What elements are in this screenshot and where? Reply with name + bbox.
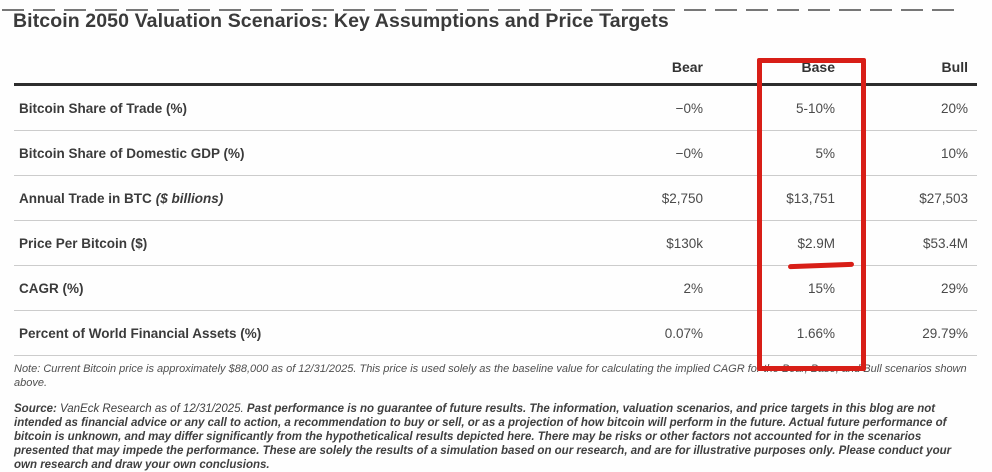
base-value: $2.9M — [797, 235, 835, 251]
table-header-row: Bear Base Bull — [14, 42, 977, 86]
bull-value: 29.79% — [922, 325, 968, 341]
source-disclaimer: Source: VanEck Research as of 12/31/2025… — [14, 402, 977, 472]
base-value: 15% — [807, 280, 835, 296]
table-row: Percent of World Financial Assets (%) 0.… — [14, 311, 977, 356]
base-value: 1.66% — [796, 325, 835, 341]
table-row: Price Per Bitcoin ($) $130k $2.9M $53.4M — [14, 221, 977, 266]
bear-value: 0.07% — [664, 325, 703, 341]
footnote: Note: Current Bitcoin price is approxima… — [14, 363, 967, 389]
row-label: Bitcoin Share of Trade (%) — [19, 100, 188, 116]
base-value: $13,751 — [786, 190, 835, 206]
bull-value: $53.4M — [922, 235, 968, 251]
base-value: 5-10% — [795, 100, 835, 116]
column-header-base: Base — [801, 59, 835, 75]
cropped-content-artifact — [2, 9, 962, 11]
valuation-table: Bear Base Bull Bitcoin Share of Trade (%… — [14, 42, 977, 356]
source-citation: VanEck Research as of 12/31/2025. — [60, 403, 247, 415]
row-label: CAGR (%) — [19, 280, 84, 296]
bull-value: 29% — [940, 280, 968, 296]
bear-value: $2,750 — [661, 190, 703, 206]
row-label: Percent of World Financial Assets (%) — [19, 325, 262, 341]
bear-value: −0% — [675, 145, 703, 161]
row-label-unit: ($ billions) — [155, 190, 224, 206]
page-title: Bitcoin 2050 Valuation Scenarios: Key As… — [13, 10, 669, 32]
table-row: Bitcoin Share of Trade (%) −0% 5-10% 20% — [14, 86, 977, 131]
row-label: Bitcoin Share of Domestic GDP (%) — [19, 145, 245, 161]
bear-value: −0% — [675, 100, 703, 116]
column-header-bull: Bull — [941, 59, 968, 75]
bull-value: 10% — [940, 145, 968, 161]
row-label: Price Per Bitcoin ($) — [19, 235, 148, 251]
table-row: Annual Trade in BTC ($ billions) $2,750 $… — [14, 176, 977, 221]
row-label: Annual Trade in BTC ($ billions) — [14, 191, 571, 206]
source-body: Past performance is no guarantee of futu… — [14, 403, 952, 471]
table-row: Bitcoin Share of Domestic GDP (%) −0% 5%… — [14, 131, 977, 176]
bull-value: $27,503 — [919, 190, 968, 206]
column-header-bear: Bear — [671, 59, 703, 75]
bear-value: $130k — [666, 235, 703, 251]
bear-value: 2% — [683, 280, 703, 296]
table-row: CAGR (%) 2% 15% 29% — [14, 266, 977, 311]
base-value: 5% — [815, 145, 835, 161]
row-label-text: Annual Trade in BTC — [19, 190, 152, 206]
bull-value: 20% — [940, 100, 968, 116]
source-prefix: Source: — [14, 403, 61, 415]
